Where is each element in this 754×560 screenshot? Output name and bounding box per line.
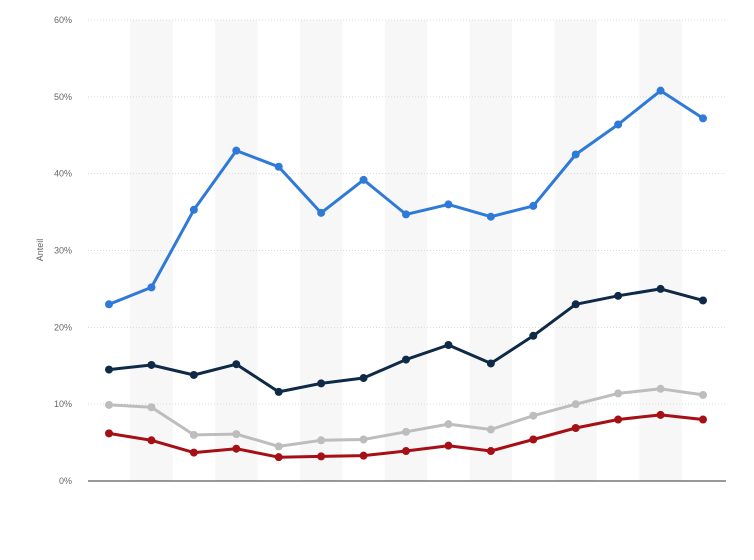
data-point[interactable] (317, 379, 326, 388)
series-group (105, 86, 707, 462)
data-point[interactable] (147, 403, 156, 412)
y-tick-label: 10% (54, 399, 72, 409)
data-point[interactable] (359, 175, 368, 184)
data-point[interactable] (105, 400, 113, 409)
data-point[interactable] (656, 86, 665, 95)
data-point[interactable] (105, 429, 113, 438)
data-point[interactable] (571, 300, 580, 309)
data-point[interactable] (189, 448, 198, 457)
data-point[interactable] (614, 291, 623, 300)
data-point[interactable] (486, 212, 495, 221)
background-band (299, 20, 343, 481)
data-point[interactable] (147, 283, 156, 292)
data-point[interactable] (699, 415, 707, 424)
series-4 (105, 410, 707, 462)
data-point[interactable] (189, 205, 198, 214)
data-point[interactable] (189, 370, 198, 379)
background-band (554, 20, 597, 481)
data-point[interactable] (274, 162, 283, 171)
data-point[interactable] (656, 284, 665, 293)
series-2 (105, 284, 707, 396)
data-point[interactable] (402, 355, 410, 364)
series-1 (105, 86, 707, 309)
data-point[interactable] (359, 374, 368, 383)
data-point[interactable] (359, 435, 368, 444)
data-point[interactable] (317, 452, 326, 461)
data-point[interactable] (614, 120, 623, 129)
y-tick-label: 30% (54, 246, 72, 256)
background-band (215, 20, 258, 481)
y-tick-label: 20% (54, 322, 72, 332)
data-point[interactable] (656, 410, 665, 419)
gridlines (88, 19, 726, 405)
data-point[interactable] (317, 436, 326, 445)
data-point[interactable] (274, 442, 283, 451)
data-point[interactable] (529, 331, 538, 340)
data-point[interactable] (232, 430, 241, 439)
data-point[interactable] (699, 390, 707, 399)
series-3 (105, 384, 707, 451)
y-axis-ticks: 0% 10% 20% 30% 40% 50% 60% (54, 15, 72, 486)
data-point[interactable] (656, 384, 665, 393)
data-point[interactable] (444, 441, 453, 450)
data-point[interactable] (274, 387, 283, 396)
data-point[interactable] (529, 411, 538, 420)
data-point[interactable] (359, 451, 368, 460)
data-point[interactable] (571, 400, 580, 409)
data-point[interactable] (444, 341, 453, 350)
data-point[interactable] (232, 444, 241, 453)
data-point[interactable] (614, 415, 623, 424)
data-point[interactable] (274, 453, 283, 462)
data-point[interactable] (614, 389, 623, 398)
data-point[interactable] (444, 420, 453, 429)
data-point[interactable] (147, 436, 156, 445)
data-point[interactable] (317, 208, 326, 217)
data-point[interactable] (147, 360, 156, 369)
data-point[interactable] (486, 359, 495, 368)
data-point[interactable] (402, 427, 410, 436)
data-point[interactable] (529, 201, 538, 210)
data-point[interactable] (444, 200, 453, 209)
y-tick-label: 50% (54, 92, 72, 102)
y-tick-label: 0% (59, 476, 72, 486)
data-point[interactable] (571, 423, 580, 432)
data-point[interactable] (105, 365, 113, 374)
data-point[interactable] (105, 300, 113, 309)
data-point[interactable] (529, 435, 538, 444)
data-point[interactable] (571, 150, 580, 159)
data-point[interactable] (232, 360, 241, 369)
data-point[interactable] (189, 430, 198, 439)
data-point[interactable] (486, 447, 495, 456)
data-point[interactable] (402, 210, 410, 219)
data-point[interactable] (699, 114, 707, 123)
y-tick-label: 60% (54, 15, 72, 25)
y-axis-label: Anteil (35, 239, 45, 262)
data-point[interactable] (402, 447, 410, 456)
data-point[interactable] (699, 296, 707, 305)
data-point[interactable] (232, 146, 241, 155)
y-tick-label: 40% (54, 169, 72, 179)
data-point[interactable] (486, 425, 495, 434)
